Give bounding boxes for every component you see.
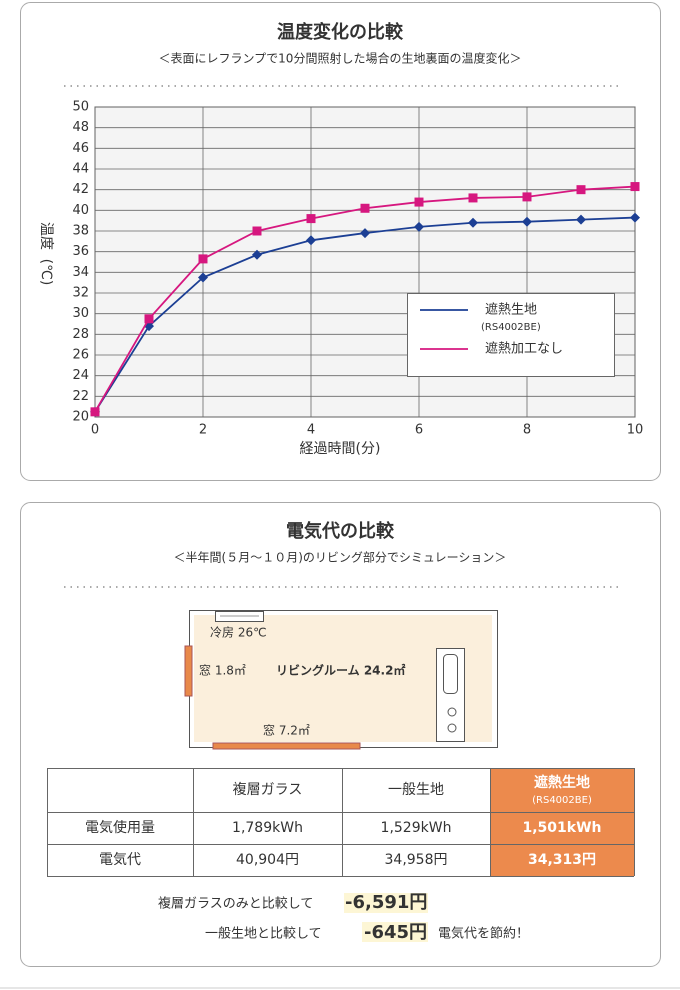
table: 複層ガラス 一般生地 遮熱生地 (RS4002BE) 電気使用量 1,789kWh 1,52… — [47, 768, 635, 877]
y-tick-label: 38 — [72, 224, 89, 239]
marker — [252, 226, 262, 236]
marker — [90, 407, 100, 417]
y-tick-label: 20 — [72, 410, 89, 425]
summary-text: 一般生地と比較して — [205, 926, 322, 942]
section-title: 電気代の比較 — [286, 520, 395, 542]
table-highlight — [490, 768, 634, 876]
marker — [414, 197, 424, 207]
x-tick-label: 8 — [523, 423, 531, 438]
window — [212, 742, 361, 750]
chart-title: 温度変化の比較 — [277, 21, 404, 43]
furniture — [443, 654, 458, 694]
room-label: 窓 7.2㎡ — [263, 723, 310, 738]
summary-text: 電気代を節約！ — [438, 926, 529, 942]
y-tick-label: 34 — [72, 265, 89, 280]
summary-amount: -6,591円 — [345, 892, 427, 913]
marker — [630, 212, 640, 223]
table-cell: 1,501kWh — [522, 820, 601, 836]
table-cell: 1,789kWh — [232, 820, 303, 836]
chart-subtitle: ＜表面にレフランプで10分間照射した場合の生地裏面の温度変化＞ — [159, 51, 522, 66]
furniture — [447, 723, 457, 733]
x-tick-label: 4 — [307, 423, 315, 438]
room-label: リビングルーム 24.2㎡ — [276, 663, 405, 678]
y-axis-label: (℃) — [38, 259, 54, 286]
column-subheader: (RS4002BE) — [532, 795, 592, 806]
table-cell: 34,958円 — [385, 852, 448, 868]
legend-label: 遮熱生地 — [485, 302, 537, 318]
room-label: 窓 1.8㎡ — [199, 663, 246, 678]
marker — [576, 185, 586, 195]
marker — [522, 216, 532, 227]
room-label: 冷房 26℃ — [210, 625, 267, 640]
summary-amount: -645円 — [364, 922, 427, 943]
column-header: 遮熱生地 — [534, 774, 590, 791]
y-tick-label: 30 — [72, 306, 89, 321]
y-tick-label: 40 — [72, 203, 89, 218]
y-tick-label: 22 — [72, 389, 89, 404]
marker — [198, 272, 208, 283]
marker — [360, 203, 370, 213]
y-tick-label: 42 — [72, 182, 89, 197]
highlight — [344, 893, 428, 913]
marker — [360, 228, 370, 239]
section-subtitle: ＜半年間(５月～１０月)のリビング部分でシミュレーション＞ — [174, 550, 507, 565]
x-tick-label: 0 — [91, 423, 99, 438]
marker — [630, 182, 640, 192]
summary-text: 複層ガラスのみと比較して — [158, 896, 313, 912]
y-tick-label: 50 — [72, 100, 89, 115]
marker — [306, 235, 316, 246]
x-tick-label: 10 — [627, 423, 644, 438]
y-tick-label: 48 — [72, 120, 89, 135]
marker — [306, 214, 316, 224]
y-tick-label: 24 — [72, 368, 89, 383]
marker — [468, 217, 478, 228]
marker — [522, 192, 532, 202]
y-tick-label: 46 — [72, 141, 89, 156]
marker — [414, 221, 424, 232]
legend-label: 遮熱加工なし — [485, 341, 563, 357]
marker — [468, 193, 478, 203]
y-axis-label: 温度 — [38, 222, 54, 250]
column-header: 一般生地 — [388, 782, 444, 798]
row-header: 電気代 — [99, 852, 141, 868]
y-tick-label: 28 — [72, 327, 89, 342]
y-tick-label: 32 — [72, 286, 89, 301]
legend-sublabel: (RS4002BE) — [481, 322, 541, 333]
x-tick-label: 2 — [199, 423, 207, 438]
y-tick-label: 36 — [72, 244, 89, 259]
table-cell: 40,904円 — [236, 852, 299, 868]
furniture — [447, 707, 457, 717]
x-tick-label: 6 — [415, 423, 423, 438]
window — [184, 645, 193, 697]
table-cell: 34,313円 — [528, 852, 596, 868]
y-tick-label: 44 — [72, 162, 89, 177]
legend — [407, 293, 615, 377]
table-cell: 1,529kWh — [381, 820, 452, 836]
x-axis-label: 経過時間(分) — [300, 441, 381, 457]
marker — [198, 254, 208, 264]
row-header: 電気使用量 — [85, 819, 155, 836]
y-tick-label: 26 — [72, 348, 89, 363]
marker — [252, 249, 262, 260]
marker — [576, 214, 586, 225]
marker — [144, 314, 154, 324]
highlight — [362, 922, 428, 942]
column-header: 複層ガラス — [233, 781, 303, 798]
